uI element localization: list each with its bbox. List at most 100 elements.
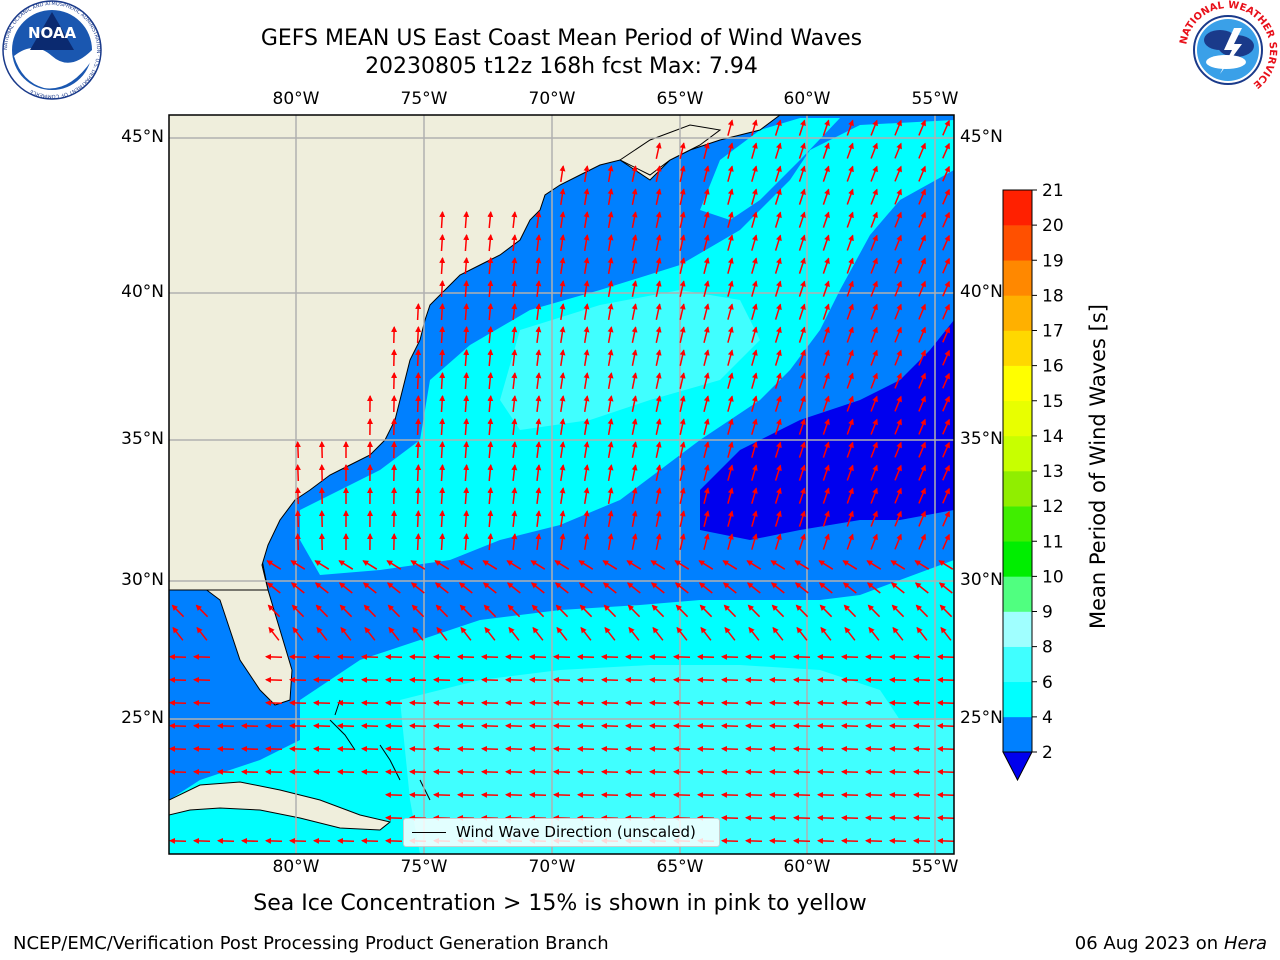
wave-direction-arrow <box>294 487 301 505</box>
wave-direction-arrow <box>559 280 566 298</box>
wave-direction-arrow <box>679 441 686 458</box>
wave-direction-arrow <box>650 560 666 570</box>
wave-direction-arrow <box>314 560 330 570</box>
wave-direction-arrow <box>631 441 638 458</box>
wave-direction-arrow <box>627 604 641 618</box>
wave-direction-arrow <box>337 722 355 729</box>
wave-direction-arrow <box>818 582 833 594</box>
wave-direction-arrow <box>172 626 184 641</box>
wave-direction-arrow <box>798 418 806 435</box>
wave-direction-arrow <box>415 464 422 482</box>
wave-direction-arrow <box>507 604 521 618</box>
wave-direction-arrow <box>607 165 614 183</box>
wave-direction-arrow <box>625 699 643 706</box>
wave-direction-arrow <box>505 699 523 706</box>
wave-direction-arrow <box>193 676 211 683</box>
wave-direction-arrow <box>700 626 712 641</box>
wave-direction-arrow <box>820 626 832 641</box>
wave-direction-arrow <box>337 676 355 683</box>
wave-direction-arrow <box>751 395 758 412</box>
wave-direction-arrow <box>583 464 590 482</box>
colorbar-bin <box>1003 260 1032 296</box>
wave-direction-arrow <box>942 188 950 205</box>
wave-direction-arrow <box>535 257 542 274</box>
wave-direction-arrow <box>798 142 806 159</box>
wave-direction-arrow <box>410 582 425 594</box>
wave-direction-arrow <box>529 676 547 683</box>
wave-direction-arrow <box>703 280 710 297</box>
wave-direction-arrow <box>505 745 523 752</box>
wave-direction-arrow <box>894 487 902 504</box>
wave-direction-arrow <box>751 280 758 297</box>
wave-direction-arrow <box>940 626 952 641</box>
wave-direction-arrow <box>817 699 835 706</box>
wave-direction-arrow <box>439 464 446 482</box>
wave-direction-arrow <box>655 349 662 366</box>
wave-direction-arrow <box>751 372 758 389</box>
wave-direction-arrow <box>679 234 686 251</box>
wave-direction-arrow <box>745 745 763 752</box>
wave-direction-arrow <box>655 165 662 182</box>
wave-direction-arrow <box>583 303 590 321</box>
wave-direction-arrow <box>798 349 806 366</box>
wave-direction-arrow <box>818 560 834 570</box>
wave-direction-arrow <box>865 768 883 775</box>
wave-direction-arrow <box>889 722 907 729</box>
wave-direction-arrow <box>535 441 542 458</box>
wave-direction-arrow <box>822 349 830 366</box>
wave-direction-arrow <box>553 676 571 683</box>
wave-direction-arrow <box>655 510 662 527</box>
wave-direction-arrow <box>535 234 542 251</box>
wave-direction-arrow <box>870 142 878 159</box>
footer-machine: Hera <box>1223 933 1267 954</box>
wave-direction-arrow <box>607 234 614 252</box>
wave-direction-arrow <box>559 211 566 229</box>
wave-direction-arrow <box>505 722 523 729</box>
wave-direction-arrow <box>463 395 470 413</box>
wave-direction-arrow <box>583 188 590 206</box>
wave-direction-arrow <box>535 211 542 228</box>
wave-direction-arrow <box>607 464 614 482</box>
wave-direction-arrow <box>506 582 521 594</box>
wave-direction-arrow <box>889 837 907 844</box>
wave-direction-arrow <box>628 626 640 641</box>
wave-direction-arrow <box>698 560 714 570</box>
wave-direction-arrow <box>439 303 446 321</box>
wave-direction-arrow <box>942 119 950 136</box>
wave-direction-arrow <box>289 745 307 752</box>
wave-direction-arrow <box>631 533 638 550</box>
wave-direction-arrow <box>265 699 283 706</box>
wave-direction-arrow <box>822 211 830 228</box>
wave-direction-arrow <box>817 676 835 683</box>
wave-direction-arrow <box>870 234 878 251</box>
wave-direction-arrow <box>193 837 211 844</box>
wave-direction-arrow <box>655 533 662 550</box>
wave-direction-arrow <box>796 626 808 641</box>
wave-direction-arrow <box>889 676 907 683</box>
wave-direction-arrow <box>751 257 758 274</box>
wave-direction-arrow <box>822 372 830 389</box>
wave-direction-arrow <box>865 722 883 729</box>
wave-direction-arrow <box>918 372 926 389</box>
wave-direction-arrow <box>511 280 518 297</box>
wave-direction-arrow <box>793 745 811 752</box>
wave-direction-arrow <box>313 722 331 729</box>
wave-direction-arrow <box>385 745 403 752</box>
wave-direction-arrow <box>529 745 547 752</box>
wave-direction-arrow <box>846 395 854 412</box>
wave-direction-arrow <box>649 653 667 660</box>
wave-direction-arrow <box>289 722 307 729</box>
wave-direction-arrow <box>217 837 235 844</box>
wave-direction-arrow <box>649 745 667 752</box>
wave-direction-arrow <box>171 604 185 618</box>
wave-direction-arrow <box>289 653 307 660</box>
wave-direction-arrow <box>268 626 280 641</box>
wave-direction-arrow <box>938 582 953 594</box>
wave-direction-arrow <box>294 510 301 528</box>
wave-direction-arrow <box>631 372 638 389</box>
wave-direction-arrow <box>463 303 470 321</box>
wave-direction-arrow <box>649 676 667 683</box>
wave-direction-arrow <box>793 676 811 683</box>
wave-direction-arrow <box>463 510 470 528</box>
wave-direction-arrow <box>870 119 878 136</box>
